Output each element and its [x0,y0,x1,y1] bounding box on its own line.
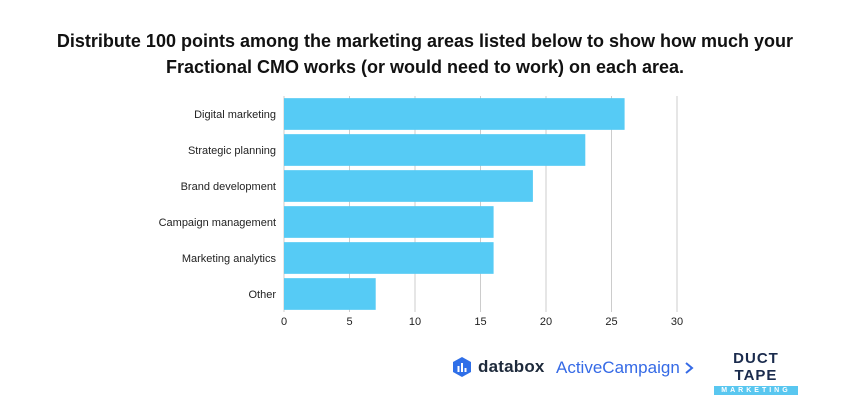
x-tick-label: 20 [540,316,552,328]
x-tick-label: 10 [409,316,421,328]
grid-lines [283,96,678,312]
x-tick-label: 5 [346,316,352,328]
chart-title: Distribute 100 points among the marketin… [0,28,850,80]
x-tick-label: 25 [605,316,617,328]
chart-title-line-1: Distribute 100 points among the marketin… [56,31,794,51]
chevron-right-icon [685,362,694,374]
bar-chart: Digital marketing Strategic planning Brand… [159,96,683,328]
category-label: Marketing analytics [182,253,277,265]
databox-logo: databox [452,354,545,380]
category-labels: Digital marketing Strategic planning Brand… [159,109,277,301]
bar-marketing-analytics [284,242,494,274]
bar-strategic-planning [284,134,586,166]
category-label: Campaign management [159,217,276,229]
databox-icon [453,357,471,377]
category-label: Digital marketing [194,109,276,121]
duct-tape-marketing-logo: DUCT TAPE MARKETING [711,350,801,395]
logo-strip: databox ActiveCampaign DUCT TAPE MARKETI… [0,350,850,395]
x-tick-label: 30 [671,316,683,328]
bar-brand-development [284,170,533,202]
x-tick-label: 0 [281,316,287,328]
databox-wordmark: databox [478,357,545,376]
category-label: Brand development [181,181,276,193]
category-label: Other [248,289,276,301]
category-label: Strategic planning [188,145,276,157]
activecampaign-logo: ActiveCampaign [556,356,694,380]
marketing-wordmark: MARKETING [714,386,798,395]
chart-title-line-2: Fractional CMO works (or would need to w… [165,57,685,77]
x-tick-label: 15 [474,316,486,328]
duct-tape-wordmark: DUCT TAPE [733,350,779,384]
bar-campaign-management [284,206,494,238]
bars [284,98,625,310]
x-tick-labels: 0 5 10 15 20 25 30 [281,316,683,328]
bar-digital-marketing [284,98,625,130]
activecampaign-wordmark: ActiveCampaign [556,358,680,377]
bar-other [284,278,376,310]
